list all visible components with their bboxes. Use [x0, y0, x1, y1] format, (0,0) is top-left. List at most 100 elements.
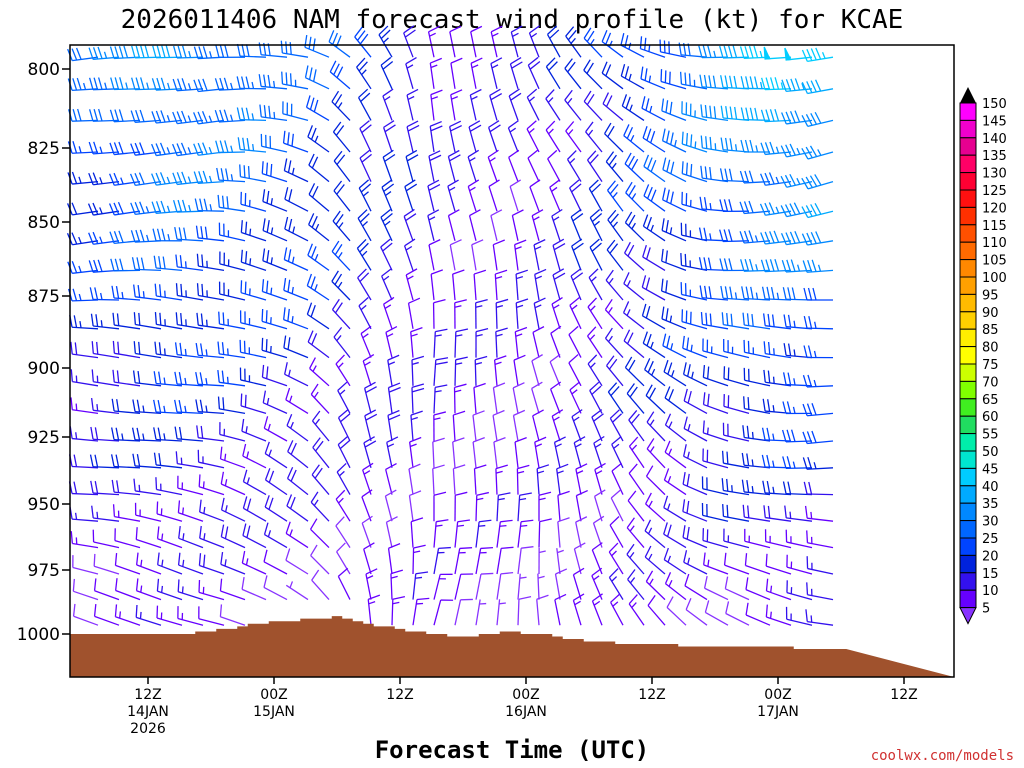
wind-barb — [156, 578, 183, 601]
wind-barb — [112, 340, 141, 359]
wind-barb — [195, 342, 225, 359]
wind-barb — [509, 179, 522, 212]
wind-barb — [356, 238, 372, 271]
wind-barb — [605, 151, 624, 183]
wind-barb — [387, 354, 400, 386]
wind-barb — [280, 40, 309, 58]
wind-barb — [593, 435, 605, 469]
wind-barb — [554, 593, 567, 626]
wind-barb — [571, 238, 584, 271]
wind-barb — [556, 548, 564, 575]
wind-barb — [683, 388, 708, 414]
wind-barb — [642, 214, 666, 242]
wind-barb — [536, 464, 550, 495]
wind-barb — [109, 109, 141, 123]
wind-barb — [449, 120, 462, 153]
wind-barb — [218, 281, 246, 301]
wind-barb — [764, 529, 792, 549]
wind-barb — [475, 299, 488, 329]
wind-barb — [240, 249, 267, 272]
wind-barb — [627, 490, 645, 522]
wind-barb — [197, 449, 225, 469]
wind-barb — [762, 480, 792, 496]
wind-barb — [110, 454, 141, 469]
wind-barb — [745, 602, 771, 626]
wind-barb — [801, 231, 834, 246]
wind-barb — [760, 230, 792, 245]
wind-barb — [195, 399, 225, 415]
wind-barb — [802, 457, 834, 470]
wind-barb — [575, 463, 588, 495]
wind-barb — [262, 189, 288, 212]
wind-barb — [152, 45, 183, 59]
wind-barb — [433, 411, 447, 442]
wind-barb — [496, 519, 513, 548]
wind-barb — [432, 298, 446, 329]
y-axis: 800 825 850 875 900 925 950 975 1000 — [17, 60, 70, 645]
wind-barb — [666, 596, 687, 626]
wind-barb — [133, 478, 162, 496]
wind-barb — [365, 568, 378, 600]
wind-barb — [557, 517, 570, 548]
wind-barb — [647, 595, 666, 626]
wind-barb — [452, 437, 465, 468]
wind-barb — [468, 209, 481, 241]
wind-barb — [111, 398, 141, 415]
wind-barb — [487, 149, 499, 182]
wind-barb — [193, 170, 225, 184]
wind-barb — [236, 43, 267, 58]
wind-barb — [412, 571, 429, 600]
x-axis-label: Forecast Time (UTC) — [375, 736, 650, 764]
wind-barb — [516, 464, 530, 495]
wind-barb — [554, 568, 568, 600]
wind-barb — [433, 573, 453, 600]
wind-barb — [88, 46, 120, 61]
y-tick-label: 975 — [28, 561, 60, 581]
colorbar-label: 80 — [982, 341, 999, 356]
wind-barb — [403, 238, 416, 271]
wind-barb — [719, 45, 750, 59]
wind-barb — [496, 599, 506, 626]
wind-barb — [109, 172, 141, 186]
wind-barb — [282, 130, 309, 153]
colorbar-label: 45 — [982, 462, 999, 477]
wind-barb — [378, 25, 393, 58]
x-tick-label: 17JAN — [757, 704, 799, 720]
wind-barb — [662, 157, 687, 183]
wind-barb — [111, 285, 141, 301]
wind-barb — [806, 582, 834, 601]
wind-barb — [306, 273, 330, 301]
wind-barb — [801, 79, 834, 95]
wind-barb — [557, 490, 570, 522]
wind-barb — [514, 326, 528, 358]
wind-barb — [643, 184, 666, 212]
wind-barb — [90, 426, 120, 442]
wind-barb — [763, 313, 792, 330]
wind-barb — [409, 436, 422, 468]
wind-barb — [311, 464, 330, 496]
wind-barb — [583, 27, 603, 58]
wind-barb — [172, 199, 204, 213]
wind-barb — [517, 519, 534, 548]
wind-barb — [177, 579, 204, 601]
wind-barb — [611, 462, 624, 495]
wind-barb — [335, 489, 351, 522]
wind-barb — [433, 599, 454, 626]
wind-barb — [177, 552, 204, 575]
wind-barb — [743, 367, 771, 387]
wind-barb — [112, 312, 141, 330]
wind-barb — [534, 436, 547, 468]
x-tick-label: 2026 — [130, 721, 166, 737]
wind-barb — [527, 149, 540, 182]
wind-barb — [547, 149, 561, 182]
wind-barb — [642, 331, 666, 359]
wind-barb — [361, 489, 373, 522]
wind-barb — [628, 594, 645, 626]
wind-barb — [132, 370, 162, 387]
wind-barb — [534, 268, 547, 301]
colorbar-label: 15 — [982, 567, 999, 582]
wind-barb — [405, 57, 417, 89]
wind-barb — [67, 47, 99, 62]
wind-barb — [763, 341, 792, 359]
